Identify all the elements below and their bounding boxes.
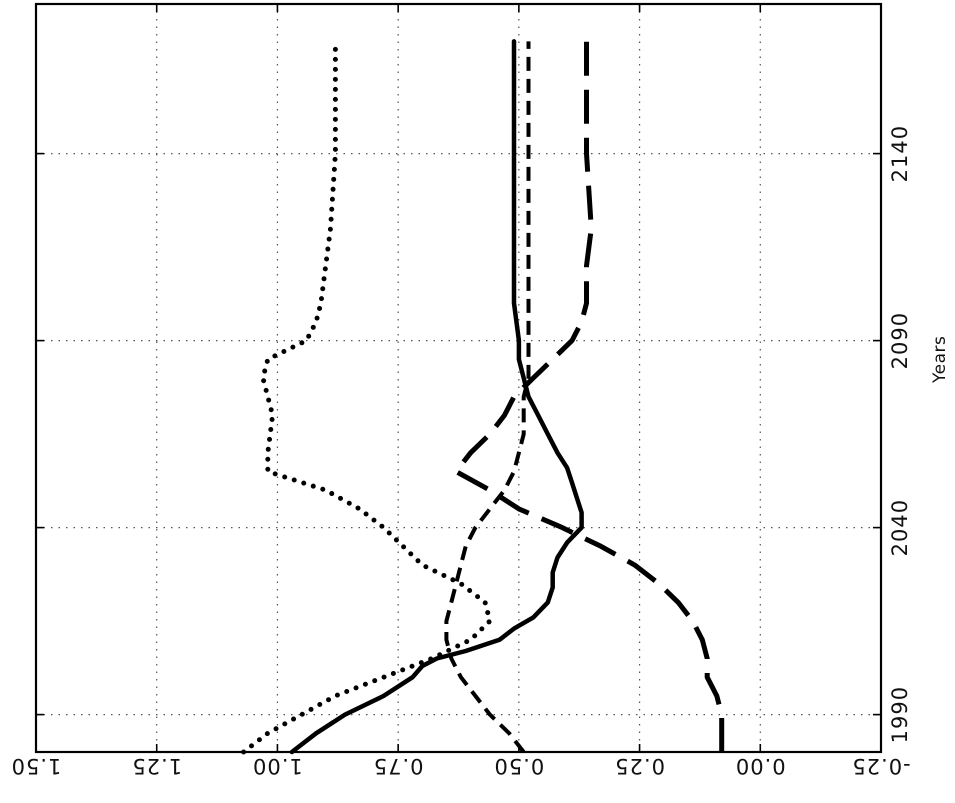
label-layer: -0.25 0.00 0.25 0.50 0.75 1.00 1.25 1.50 1990 204… bbox=[11, 125, 912, 778]
year-tick-label: 2090 bbox=[888, 312, 912, 369]
value-tick-label: 1.25 bbox=[131, 754, 182, 778]
value-tick-label: 0.00 bbox=[735, 754, 786, 778]
series-line-solid bbox=[289, 39, 584, 755]
value-tick-label: 0.25 bbox=[614, 754, 665, 778]
year-tick-label: 2040 bbox=[888, 499, 912, 556]
value-tick-label: 0.50 bbox=[493, 754, 544, 778]
grid-layer bbox=[36, 4, 881, 752]
tick-layer bbox=[35, 4, 882, 752]
series-line-dotted bbox=[241, 38, 493, 755]
value-tick-label: 1.50 bbox=[11, 754, 62, 778]
series-line-long-dash bbox=[453, 41, 725, 752]
value-tick-label: 0.75 bbox=[373, 754, 424, 778]
year-tick-label: 1990 bbox=[888, 686, 912, 743]
year-tick-label: 2140 bbox=[888, 125, 912, 182]
series-layer bbox=[241, 38, 725, 755]
value-tick-label: -0.25 bbox=[851, 754, 910, 778]
plot-frame bbox=[34, 2, 883, 754]
value-tick-label: 1.00 bbox=[252, 754, 303, 778]
x-axis-title: Years bbox=[930, 336, 950, 384]
